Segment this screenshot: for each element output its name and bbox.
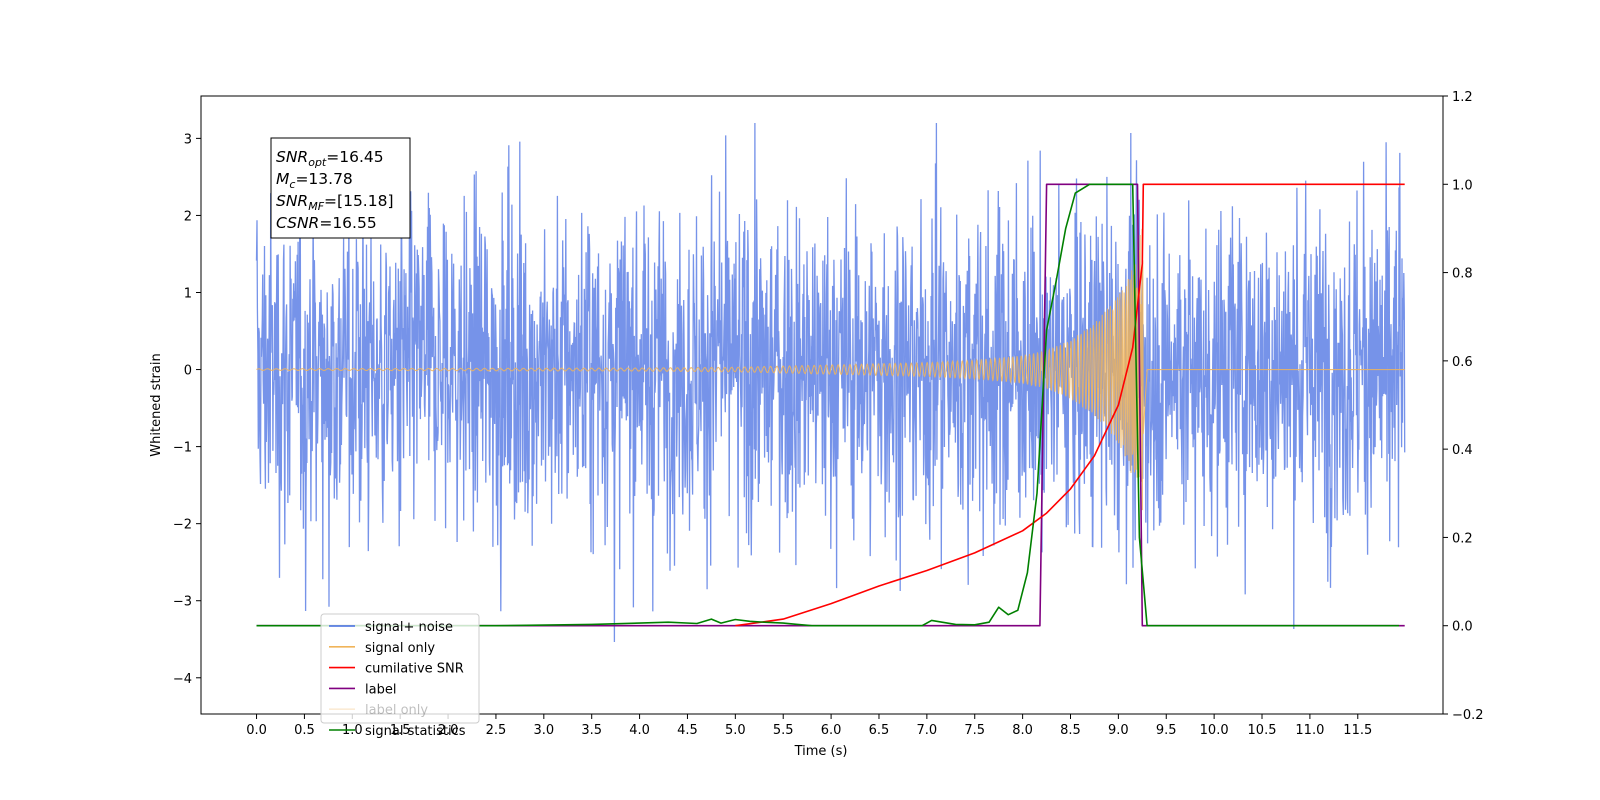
y2-tick-label: 0.8 — [1452, 267, 1473, 282]
x-tick-label: 5.0 — [725, 723, 746, 738]
y2-tick-label: 1.0 — [1452, 178, 1473, 193]
x-tick-label: 4.0 — [629, 723, 650, 738]
y2-tick-label: 0.4 — [1452, 443, 1473, 458]
x-tick-label: 4.5 — [677, 723, 698, 738]
y-tick-label: 3 — [184, 132, 192, 147]
legend-item: label — [329, 682, 396, 697]
y-tick-label: 2 — [184, 209, 192, 224]
y-tick-label: −1 — [173, 441, 192, 456]
x-tick-label: 3.5 — [581, 723, 602, 738]
plot-frame — [200, 95, 1444, 715]
y-axis-label: Whitened strain — [149, 353, 164, 456]
y-tick-label: −2 — [173, 518, 192, 533]
annotation-box: SNRopt=16.45Mc=13.78SNRMF=[15.18]CSNR=16… — [270, 137, 411, 239]
series-signal-statistics-line — [256, 183, 1399, 627]
annotation-line: Mc=13.78 — [276, 170, 353, 191]
series-cumilative-snr-line — [735, 183, 1405, 627]
x-tick-label: 10.5 — [1248, 723, 1277, 738]
legend-label: label — [365, 682, 396, 697]
legend-label: label only — [365, 703, 428, 718]
legend-frame — [320, 613, 480, 724]
x-tick-label: 11.5 — [1343, 723, 1372, 738]
y2-tick-label: 0.2 — [1452, 531, 1473, 546]
axes-layer: 0.0 0.5 1.0 1.5 2.0 2.5 3.0 3.5 4.0 4.5 5.0 5.5 6.0 6… — [173, 90, 1484, 738]
x-tick-label: 7.5 — [964, 723, 985, 738]
legend-item: label only — [329, 703, 428, 718]
annotation-line: CSNR=16.55 — [276, 214, 377, 232]
legend-label: signal+ noise — [365, 620, 453, 635]
series-layer — [255, 122, 1406, 643]
annotation-line: SNRMF=[15.18] — [276, 192, 394, 213]
x-tick-label: 7.0 — [917, 723, 938, 738]
legend: signal+ noise signal only cumilative SNR la… — [320, 613, 480, 739]
legend-label: cumilative SNR — [365, 662, 464, 677]
x-tick-label: 6.0 — [821, 723, 842, 738]
x-tick-label: 1.5 — [390, 723, 411, 738]
y2-tick-label: 0.6 — [1452, 355, 1473, 370]
x-tick-label: 5.5 — [773, 723, 794, 738]
annotation-frame — [270, 137, 411, 239]
legend-label: signal statistics — [365, 724, 466, 739]
x-tick-label: 9.0 — [1108, 723, 1129, 738]
series-signal-noise-line — [255, 122, 1406, 643]
legend-item: cumilative SNR — [329, 662, 464, 677]
x-axis-label: Time (s) — [794, 744, 848, 759]
y-tick-label: −3 — [173, 595, 192, 610]
annotation-line: SNRopt=16.45 — [276, 148, 384, 169]
x-tick-label: 0.0 — [246, 723, 267, 738]
x-tick-label: 3.0 — [533, 723, 554, 738]
legend-item: signal statistics — [329, 724, 466, 739]
x-tick-label: 2.5 — [486, 723, 507, 738]
x-tick-label: 9.5 — [1156, 723, 1177, 738]
y-tick-label: 1 — [184, 286, 192, 301]
y2-tick-label: 1.2 — [1452, 90, 1473, 105]
y-tick-label: 0 — [184, 364, 192, 379]
legend-item: signal+ noise — [329, 620, 453, 635]
x-tick-label: 2.0 — [438, 723, 459, 738]
x-tick-label: 8.0 — [1012, 723, 1033, 738]
series-signal-only-line — [256, 228, 1405, 511]
y-tick-label: −4 — [173, 672, 192, 687]
x-tick-label: 6.5 — [869, 723, 890, 738]
legend-label: signal only — [365, 641, 435, 656]
legend-item: signal only — [329, 641, 435, 656]
y2-tick-label: 0.0 — [1452, 620, 1473, 635]
x-tick-label: 11.0 — [1295, 723, 1324, 738]
x-tick-label: 0.5 — [294, 723, 315, 738]
y2-tick-label: −0.2 — [1452, 708, 1484, 723]
x-tick-label: 8.5 — [1060, 723, 1081, 738]
x-tick-label: 10.0 — [1200, 723, 1229, 738]
